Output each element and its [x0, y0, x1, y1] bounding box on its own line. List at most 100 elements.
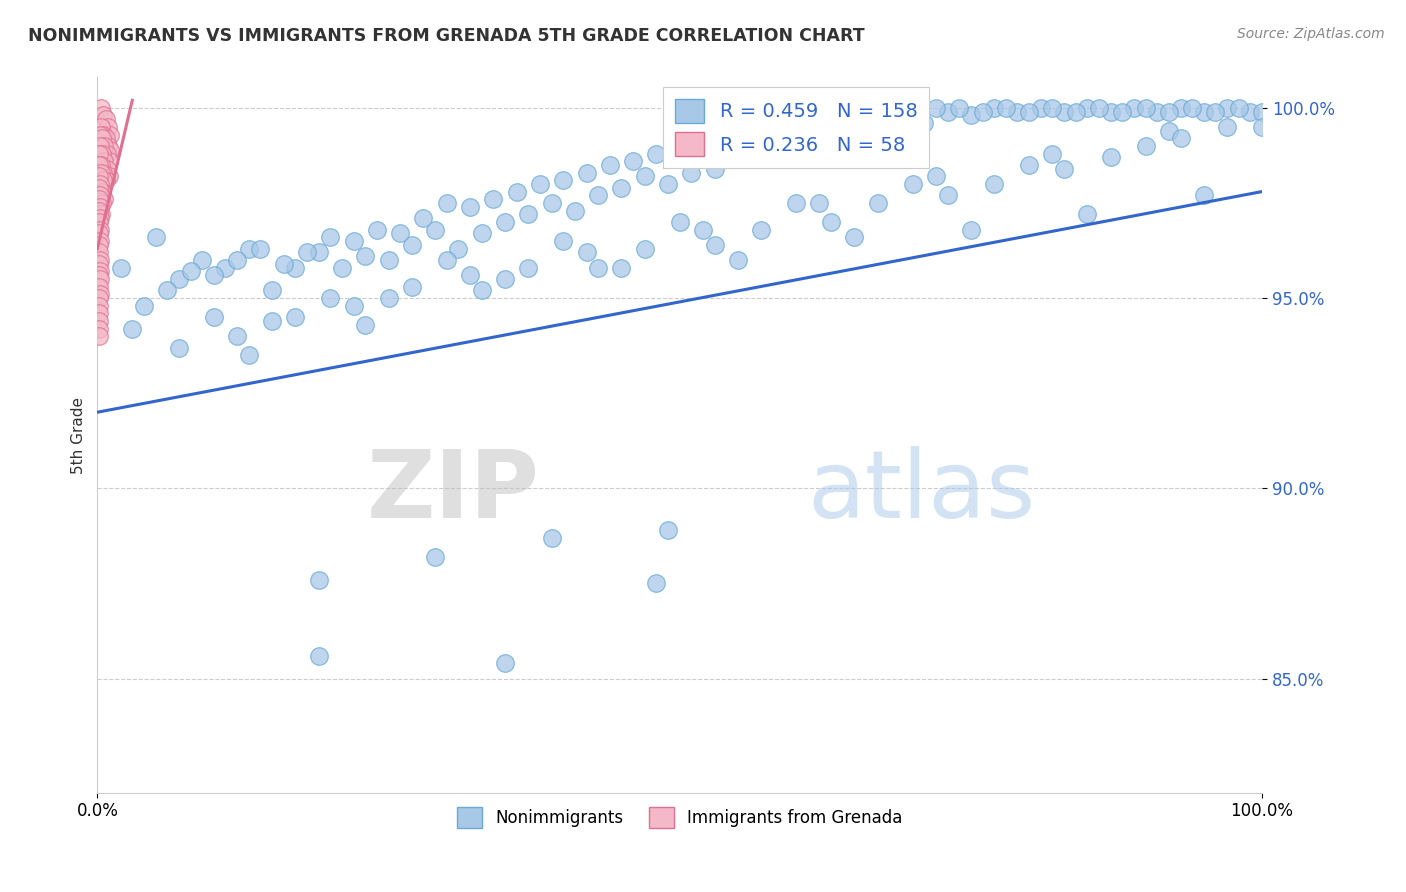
Point: [90, 120, 112, 134]
Point: [87, 279, 110, 293]
Point: [1146, 104, 1168, 119]
Point: [87, 169, 110, 184]
Point: [657, 523, 679, 537]
Point: [879, 104, 901, 119]
Point: [98, 128, 121, 142]
Point: [423, 549, 446, 564]
Point: [89, 177, 111, 191]
Point: [948, 101, 970, 115]
Point: [1239, 104, 1261, 119]
Point: [1029, 101, 1052, 115]
Point: [447, 242, 470, 256]
Point: [1076, 101, 1098, 115]
Point: [89, 272, 111, 286]
Point: [494, 215, 516, 229]
Point: [610, 180, 633, 194]
Point: [354, 249, 377, 263]
Point: [342, 234, 364, 248]
Point: [1170, 101, 1192, 115]
Point: [692, 222, 714, 236]
Point: [319, 230, 342, 244]
Point: [564, 203, 586, 218]
Point: [808, 112, 831, 127]
Point: [855, 108, 877, 122]
Point: [634, 169, 657, 184]
Point: [716, 131, 738, 145]
Y-axis label: 5th Grade: 5th Grade: [72, 397, 86, 474]
Point: [214, 260, 236, 275]
Point: [668, 143, 690, 157]
Point: [645, 576, 668, 591]
Point: [983, 101, 1005, 115]
Point: [377, 253, 399, 268]
Point: [89, 222, 111, 236]
Point: [621, 154, 644, 169]
Point: [1157, 104, 1180, 119]
Point: [866, 196, 889, 211]
Point: [87, 180, 110, 194]
Point: [94, 131, 117, 145]
Point: [202, 310, 225, 325]
Text: ZIP: ZIP: [367, 446, 540, 538]
Point: [901, 104, 924, 119]
Point: [1064, 104, 1087, 119]
Point: [366, 222, 388, 236]
Point: [1042, 146, 1064, 161]
Point: [1135, 139, 1157, 153]
Point: [89, 200, 111, 214]
Point: [517, 260, 540, 275]
Point: [738, 124, 761, 138]
Point: [586, 188, 609, 202]
Point: [471, 227, 494, 241]
Point: [1216, 120, 1239, 134]
Point: [284, 310, 307, 325]
Point: [925, 101, 948, 115]
Point: [1204, 104, 1226, 119]
Point: [1007, 104, 1029, 119]
Point: [983, 177, 1005, 191]
Point: [1053, 161, 1076, 176]
Point: [87, 215, 110, 229]
Point: [132, 299, 155, 313]
Point: [91, 173, 114, 187]
Point: [540, 196, 562, 211]
Point: [180, 264, 202, 278]
Point: [87, 203, 110, 218]
Point: [167, 272, 190, 286]
Point: [797, 128, 820, 142]
Point: [657, 177, 679, 191]
Point: [1076, 207, 1098, 221]
Point: [91, 108, 114, 122]
Point: [773, 143, 796, 157]
Point: [87, 299, 110, 313]
Point: [145, 230, 167, 244]
Point: [1181, 101, 1204, 115]
Point: [354, 318, 377, 332]
Point: [87, 227, 110, 241]
Point: [295, 245, 318, 260]
Point: [599, 158, 621, 172]
Point: [785, 116, 807, 130]
Text: atlas: atlas: [808, 446, 1036, 538]
Point: [960, 222, 983, 236]
Point: [401, 237, 423, 252]
Point: [89, 287, 111, 301]
Point: [692, 135, 714, 149]
Point: [87, 268, 110, 283]
Point: [1099, 150, 1122, 164]
Point: [238, 348, 260, 362]
Point: [831, 112, 853, 127]
Point: [936, 104, 959, 119]
Point: [91, 165, 114, 179]
Point: [1192, 188, 1215, 202]
Point: [93, 139, 115, 153]
Point: [90, 158, 112, 172]
Point: [91, 185, 114, 199]
Point: [191, 253, 214, 268]
Point: [308, 245, 330, 260]
Point: [960, 108, 983, 122]
Point: [553, 173, 575, 187]
Point: [575, 245, 598, 260]
Point: [1099, 104, 1122, 119]
Point: [389, 227, 412, 241]
